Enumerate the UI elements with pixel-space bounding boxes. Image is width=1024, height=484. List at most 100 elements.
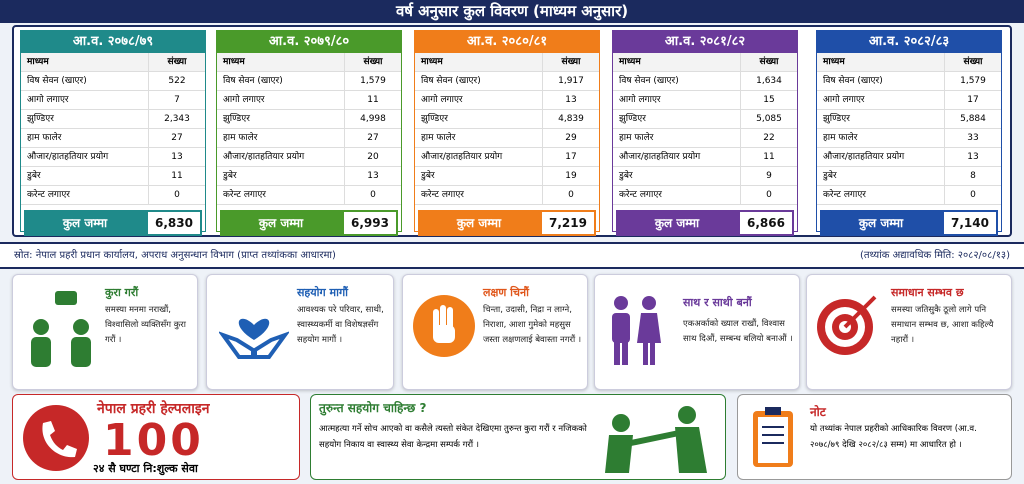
table-title: आ.व. २०७८/७९ [21, 31, 205, 53]
cell-value: 0 [944, 186, 1001, 204]
table-row: विष सेवन (खाएर) 1,634 [613, 72, 797, 91]
cell-label: औजार/हातहतियार प्रयोग [27, 152, 109, 162]
table-row: आगो लगाएर 15 [613, 91, 797, 110]
cell-value: 522 [148, 72, 205, 90]
table-row: हाम फालेर 27 [217, 129, 401, 148]
helping-hand-icon [605, 406, 707, 473]
cell-value: 1,579 [944, 72, 1001, 90]
cell-label: करेन्ट लगाएर [823, 190, 866, 200]
cell-label: डुबेर [421, 171, 435, 181]
table-row: झुण्डिएर 5,884 [817, 110, 1001, 129]
column-header: माध्यम [27, 57, 49, 67]
cell-label: विष सेवन (खाएर) [421, 76, 481, 86]
hands-heart-icon [219, 318, 289, 359]
year-table: आ.व. २०८०/८१ माध्यम संख्या विष सेवन (खाएर) 1… [414, 30, 600, 236]
column-header: संख्या [542, 53, 599, 71]
urgent-title: तुरुन्त सहयोग चाहिन्छ ? [319, 401, 427, 415]
year-table: आ.व. २०८१/८२ माध्यम संख्या विष सेवन (खाएर) 1… [612, 30, 798, 236]
year-table: आ.व. २०८२/८३ माध्यम संख्या विष सेवन (खाएर) 1… [816, 30, 1002, 236]
cell-label: आगो लगाएर [27, 95, 69, 105]
urgent-box: तुरुन्त सहयोग चाहिन्छ ? आत्महत्या गर्ने … [310, 394, 726, 480]
table-title: आ.व. २०८१/८२ [613, 31, 797, 53]
year-table: आ.व. २०७९/८० माध्यम संख्या विष सेवन (खाएर) 1… [216, 30, 402, 236]
cell-label: विष सेवन (खाएर) [27, 76, 87, 86]
table-row: हाम फालेर 22 [613, 129, 797, 148]
table-row: हाम फालेर 29 [415, 129, 599, 148]
cell-value: 5,085 [740, 110, 797, 128]
cell-label: विष सेवन (खाएर) [823, 76, 883, 86]
column-header: संख्या [944, 53, 1001, 71]
cell-value: 2,343 [148, 110, 205, 128]
cell-value: 33 [944, 129, 1001, 147]
table-row: झुण्डिएर 4,998 [217, 110, 401, 129]
table-row: झुण्डिएर 4,839 [415, 110, 599, 129]
table-row: हाम फालेर 33 [817, 129, 1001, 148]
table-row: विष सेवन (खाएर) 522 [21, 72, 205, 91]
cell-label: आगो लगाएर [223, 95, 265, 105]
card-title: कुरा गरौं [105, 286, 139, 299]
total-label: कुल जम्मा [258, 216, 304, 230]
cell-label: हाम फालेर [619, 133, 654, 143]
cell-label: आगो लगाएर [619, 95, 661, 105]
column-header: माध्यम [421, 57, 443, 67]
total-row: कुल जम्मा 7,219 [418, 210, 596, 236]
table-row: करेन्ट लगाएर 0 [217, 186, 401, 205]
table-row: झुण्डिएर 5,085 [613, 110, 797, 129]
table-row: डुबेर 9 [613, 167, 797, 186]
total-row: कुल जम्मा 6,866 [616, 210, 794, 236]
cell-label: झुण्डिएर [223, 114, 250, 124]
cell-label: विष सेवन (खाएर) [619, 76, 679, 86]
cell-value: 5,884 [944, 110, 1001, 128]
page-title: वर्ष अनुसार कुल विवरण (माध्यम अनुसार) [0, 0, 1024, 23]
friends-icon [612, 296, 661, 365]
card: सहयोग मागौं आवश्यक परे परिवार, साथी, स्व… [206, 274, 394, 390]
total-label: कुल जम्मा [858, 216, 904, 230]
table-row: डुबेर 19 [415, 167, 599, 186]
cell-value: 0 [148, 186, 205, 204]
cell-label: डुबेर [823, 171, 837, 181]
total-value: 6,830 [148, 212, 200, 234]
note-box: नोट यो तथ्यांक नेपाल प्रहरीको आधिकारिक व… [737, 394, 1012, 480]
target-icon [817, 295, 877, 355]
total-row: कुल जम्मा 6,830 [24, 210, 202, 236]
card-body: आवश्यक परे परिवार, साथी, स्वास्थ्यकर्मी … [297, 305, 384, 345]
table-row: डुबेर 13 [217, 167, 401, 186]
total-label: कुल जम्मा [654, 216, 700, 230]
cell-label: हाम फालेर [823, 133, 858, 143]
cell-label: औजार/हातहतियार प्रयोग [619, 152, 701, 162]
card-title: समाधान सम्भव छ [891, 286, 964, 299]
card: समाधान सम्भव छ समस्या जतिसुकै ठूलो लागे … [806, 274, 1012, 390]
table-title: आ.व. २०८२/८३ [817, 31, 1001, 53]
card-body: चिन्ता, उदासी, निद्रा न लाग्ने, निराशा, … [483, 305, 582, 345]
cell-value: 0 [740, 186, 797, 204]
table-header-row: माध्यम संख्या [817, 53, 1001, 72]
cell-label: झुण्डिएर [823, 114, 850, 124]
table-row: विष सेवन (खाएर) 1,579 [217, 72, 401, 91]
cell-label: झुण्डिएर [27, 114, 54, 124]
helpline-title: नेपाल प्रहरी हेल्पलाइन [97, 401, 210, 417]
helpline-number: 100 [103, 415, 204, 466]
source-text: स्रोत: नेपाल प्रहरी प्रधान कार्यालय, अपर… [14, 250, 336, 261]
cell-label: डुबेर [619, 171, 633, 181]
cell-label: आगो लगाएर [823, 95, 865, 105]
cell-label: आगो लगाएर [421, 95, 463, 105]
cell-value: 11 [148, 167, 205, 185]
cell-value: 8 [944, 167, 1001, 185]
card-title: लक्षण चिनौं [483, 286, 529, 299]
card-title: साथ र साथी बनौं [683, 296, 752, 309]
cell-label: करेन्ट लगाएर [27, 190, 70, 200]
cell-value: 20 [344, 148, 401, 166]
cell-value: 17 [944, 91, 1001, 109]
urgent-body: आत्महत्या गर्ने सोच आएको वा कसैले त्यस्त… [319, 424, 587, 450]
cell-value: 13 [542, 91, 599, 109]
card: कुरा गरौं समस्या मनमा नराखौं, विश्वासिलो… [12, 274, 198, 390]
cell-value: 27 [344, 129, 401, 147]
source-strip: स्रोत: नेपाल प्रहरी प्रधान कार्यालय, अपर… [0, 242, 1024, 269]
table-row: औजार/हातहतियार प्रयोग 11 [613, 148, 797, 167]
table-row: औजार/हातहतियार प्रयोग 17 [415, 148, 599, 167]
card: लक्षण चिनौं चिन्ता, उदासी, निद्रा न लाग्… [402, 274, 588, 390]
cell-value: 11 [344, 91, 401, 109]
helpline-box: नेपाल प्रहरी हेल्पलाइन 100 २४ सै घण्टा न… [12, 394, 300, 480]
column-header: माध्यम [223, 57, 245, 67]
table-row: करेन्ट लगाएर 0 [817, 186, 1001, 205]
